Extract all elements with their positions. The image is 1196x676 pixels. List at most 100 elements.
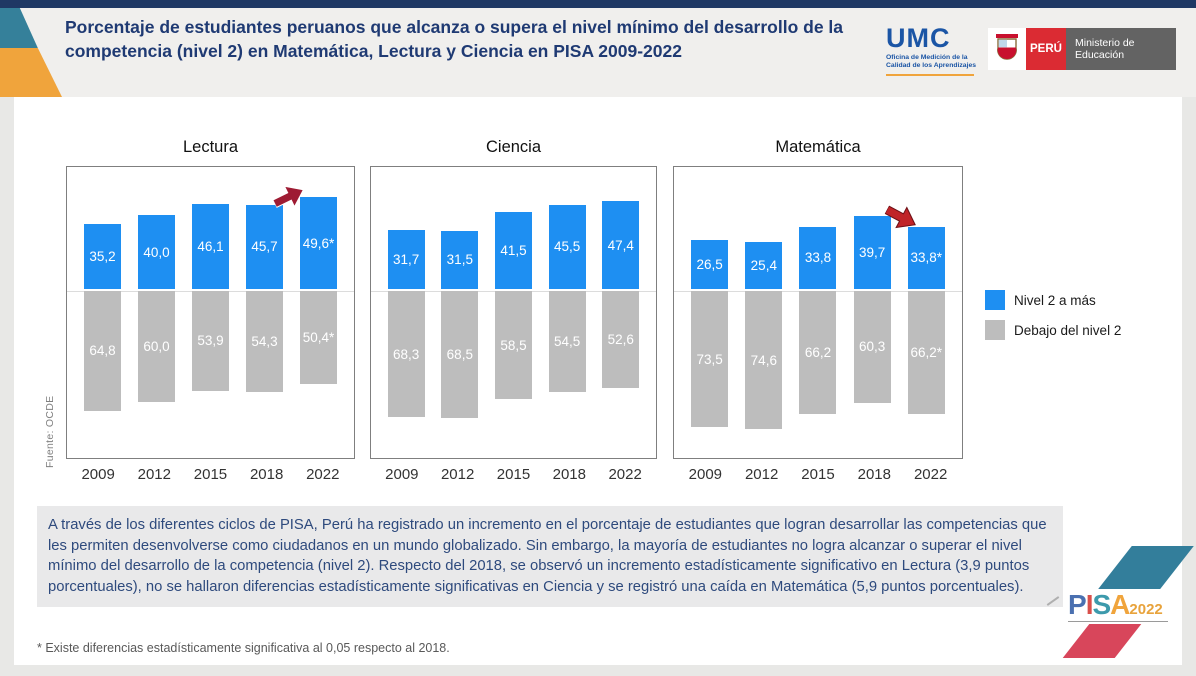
- bar-value-label: 33,8: [804, 250, 832, 266]
- bar-column: 33,8 66,2: [799, 167, 837, 458]
- chart-title: Ciencia: [485, 138, 542, 156]
- corner-decoration: [0, 8, 62, 97]
- decrease-arrow-icon: [884, 205, 916, 229]
- year-label: 2009: [81, 466, 115, 483]
- umc-logo-text: UMC: [886, 23, 951, 53]
- bar-column: 25,4 74,6: [745, 167, 783, 458]
- bar-value-label: 40,0: [143, 244, 170, 260]
- bar-segment-debajo: 64,8: [84, 291, 121, 411]
- chart-ciencia: Ciencia 31,7 68,3 31,5 68,5 41,5 58,5 45,5 54,5…: [370, 138, 657, 483]
- bar-segment-debajo: 50,4*: [300, 291, 337, 385]
- plot-area: 31,7 68,3 31,5 68,5 41,5 58,5 45,5 54,5 47,4 52,6: [370, 166, 657, 459]
- bar-column: 47,4 52,6: [602, 167, 640, 458]
- bar-value-label: 41,5: [500, 243, 527, 259]
- pisa-letter: S: [1092, 589, 1111, 620]
- bar-column: 46,1 53,9: [192, 167, 229, 458]
- bar-column: 45,7 54,3: [246, 167, 283, 458]
- bar-column: 35,2 64,8: [84, 167, 121, 458]
- year-label: 2022: [913, 466, 948, 483]
- legend-item-debajo: Debajo del nivel 2: [985, 320, 1121, 340]
- umc-logo-underline: [886, 74, 974, 76]
- bar-segment-debajo: 52,6: [602, 291, 640, 389]
- year-label: 2018: [249, 466, 284, 483]
- bar-segment-debajo: 60,3: [853, 291, 891, 403]
- bar-segment-debajo: 68,5: [441, 291, 479, 418]
- peru-coat-of-arms-icon: [988, 28, 1026, 70]
- pisa-logo-teal-parallelogram: [1098, 546, 1194, 589]
- bar-segment-nivel2: 41,5: [494, 212, 532, 289]
- bar-segment-nivel2: 45,5: [548, 204, 586, 289]
- bar-value-label: 45,7: [251, 239, 278, 255]
- bar-column: 40,0 60,0: [138, 167, 175, 458]
- pisa-year: 2022: [1129, 601, 1163, 618]
- bar-segment-debajo: 54,5: [548, 291, 586, 392]
- year-label: 2018: [857, 466, 891, 483]
- x-axis-labels: 2009 2012 2015 2018 2022: [673, 466, 963, 483]
- bar-value-label: 45,5: [553, 239, 581, 255]
- pisa-letter: I: [1085, 589, 1094, 620]
- bar-value-label: 49,6*: [302, 235, 335, 251]
- chart-title: Lectura: [182, 138, 239, 156]
- bar-segment-nivel2: 33,8*: [907, 226, 945, 289]
- bar-value-label: 64,8: [89, 343, 116, 359]
- bar-column: 39,7 60,3: [853, 167, 891, 458]
- bar-value-label: 54,3: [251, 333, 278, 349]
- x-axis-labels: 2009 2012 2015 2018 2022: [66, 466, 355, 483]
- bar-segment-debajo: 73,5: [691, 291, 729, 427]
- year-label: 2015: [801, 466, 835, 483]
- bar-column: 31,5 68,5: [441, 167, 479, 458]
- bar-value-label: 68,5: [446, 346, 473, 362]
- legend-label: Nivel 2 a más: [1014, 292, 1096, 308]
- bar-value-label: 53,9: [197, 333, 224, 349]
- bar-value-label: 74,6: [750, 352, 777, 368]
- bar-value-label: 31,7: [393, 252, 420, 268]
- bar-segment-nivel2: 39,7: [853, 215, 891, 289]
- bar-column: 31,7 68,3: [387, 167, 425, 458]
- bar-column: 33,8* 66,2*: [907, 167, 945, 458]
- bar-segment-debajo: 74,6: [745, 291, 783, 429]
- bar-segment-debajo: 60,0: [138, 291, 175, 402]
- bar-segment-nivel2: 47,4: [602, 201, 640, 289]
- pisa-2022-logo: PISA2022: [1060, 540, 1196, 666]
- page-title: Porcentaje de estudiantes peruanos que a…: [65, 17, 844, 61]
- bar-value-label: 50,4*: [302, 330, 335, 346]
- increase-arrow-icon: [272, 185, 305, 209]
- bar-segment-debajo: 68,3: [387, 291, 425, 418]
- header: Porcentaje de estudiantes peruanos que a…: [0, 8, 1196, 97]
- pisa-logo-underline: [1068, 621, 1168, 622]
- legend-label: Debajo del nivel 2: [1014, 322, 1122, 338]
- year-label: 2009: [688, 466, 723, 483]
- bar-segment-debajo: 58,5: [494, 291, 532, 400]
- bar-segment-debajo: 66,2*: [907, 291, 945, 414]
- bar-value-label: 52,6: [607, 332, 634, 348]
- bar-segment-nivel2: 35,2: [84, 223, 121, 289]
- pisa-logo-text: PISA2022: [1068, 590, 1178, 625]
- year-label: 2015: [193, 466, 228, 483]
- bar-segment-nivel2: 49,6*: [300, 197, 337, 289]
- bar-segment-nivel2: 31,7: [387, 230, 425, 289]
- bar-value-label: 60,0: [143, 339, 170, 354]
- bar-column: 49,6* 50,4*: [300, 167, 337, 458]
- bar-column: 41,5 58,5: [494, 167, 532, 458]
- bar-column: 45,5 54,5: [548, 167, 586, 458]
- bar-value-label: 25,4: [750, 258, 777, 273]
- footnote: * Existe diferencias estadísticamente si…: [37, 641, 450, 655]
- ministry-label: Ministerio de Educación: [1066, 28, 1176, 70]
- umc-logo-subtitle: Oficina de Medición de la Calidad de los…: [886, 54, 977, 69]
- source-label: Fuente: OCDE: [44, 395, 56, 468]
- umc-logo: UMC Oficina de Medición de la Calidad de…: [886, 24, 978, 76]
- bar-value-label: 58,5: [500, 337, 527, 353]
- bar-value-label: 47,4: [607, 237, 634, 253]
- bar-segment-nivel2: 31,5: [441, 230, 479, 289]
- bar-value-label: 33,8*: [910, 250, 943, 266]
- bar-value-label: 66,2: [804, 344, 832, 360]
- bar-value-label: 31,5: [446, 252, 473, 268]
- bar-column: 26,5 73,5: [691, 167, 729, 458]
- bar-segment-nivel2: 33,8: [799, 226, 837, 289]
- pisa-letter: A: [1110, 589, 1130, 620]
- legend-swatch-blue: [985, 290, 1005, 310]
- bar-value-label: 26,5: [696, 257, 723, 272]
- chart-title: Matemática: [775, 138, 861, 156]
- year-label: 2012: [744, 466, 779, 483]
